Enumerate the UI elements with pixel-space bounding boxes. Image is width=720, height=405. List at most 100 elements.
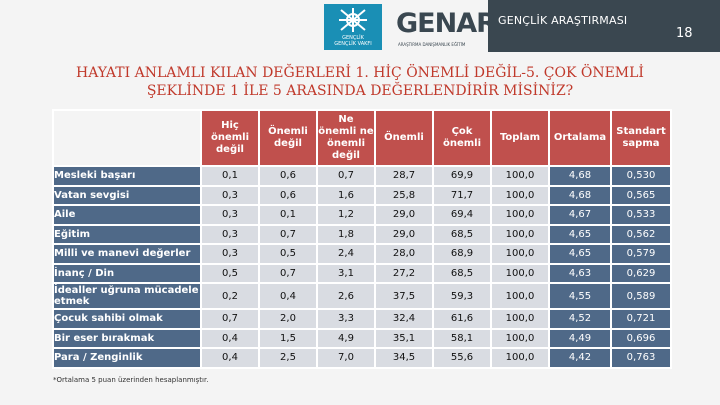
table-cell: 68,5 <box>432 223 492 245</box>
row-label: Milli ve manevi değerler <box>52 243 202 265</box>
table-cell: 0,2 <box>200 282 260 310</box>
table-row: Eğitim 0,3 0,7 1,8 29,0 68,5 100,0 4,65 0,562 <box>52 223 672 245</box>
table-cell: 100,0 <box>490 165 550 187</box>
table-cell: 4,65 <box>548 223 612 245</box>
table-cell: 27,2 <box>374 262 434 284</box>
table-cell: 4,9 <box>316 327 376 349</box>
col-header: Çok önemli <box>432 109 492 167</box>
table-cell: 4,68 <box>548 165 612 187</box>
table-cell: 4,42 <box>548 347 612 369</box>
table-cell: 2,4 <box>316 243 376 265</box>
table-cell: 34,5 <box>374 347 434 369</box>
table-row: İnanç / Din 0,5 0,7 3,1 27,2 68,5 100,0 4,63 0,6… <box>52 262 672 284</box>
table-cell: 28,0 <box>374 243 434 265</box>
table-cell: 0,721 <box>610 308 672 330</box>
table-cell: 68,9 <box>432 243 492 265</box>
table-cell: 0,589 <box>610 282 672 310</box>
table-cell: 0,5 <box>258 243 318 265</box>
col-header: Standart sapma <box>610 109 672 167</box>
table-cell: 0,1 <box>200 165 260 187</box>
table-cell: 0,4 <box>258 282 318 310</box>
table-cell: 4,55 <box>548 282 612 310</box>
genar-logo-tagline: ARAŞTIRMA DANIŞMANLIK EĞİTİM <box>398 42 466 47</box>
table-cell: 71,7 <box>432 184 492 206</box>
table-row: Mesleki başarı 0,1 0,6 0,7 28,7 69,9 100,0 4,68… <box>52 165 672 187</box>
table-cell: 0,5 <box>200 262 260 284</box>
table-row: Vatan sevgisi 0,3 0,6 1,6 25,8 71,7 100,0 4,68 0… <box>52 184 672 206</box>
table-row: Para / Zenginlik 0,4 2,5 7,0 34,5 55,6 100,0 4,… <box>52 347 672 369</box>
row-label: Eğitim <box>52 223 202 245</box>
table-row: Bir eser bırakmak 0,4 1,5 4,9 35,1 58,1 100,0 4… <box>52 327 672 349</box>
table-cell: 0,6 <box>258 165 318 187</box>
table-cell: 7,0 <box>316 347 376 369</box>
table-cell: 59,3 <box>432 282 492 310</box>
table-cell: 58,1 <box>432 327 492 349</box>
table-cell: 0,562 <box>610 223 672 245</box>
table-cell: 0,4 <box>200 327 260 349</box>
table-cell: 29,0 <box>374 223 434 245</box>
table-cell: 68,5 <box>432 262 492 284</box>
table-cell: 0,579 <box>610 243 672 265</box>
col-header: Önemli değil <box>258 109 318 167</box>
table-cell: 1,2 <box>316 204 376 226</box>
genar-logo-name: GENAR <box>396 8 497 39</box>
table-cell: 3,3 <box>316 308 376 330</box>
table-cell: 61,6 <box>432 308 492 330</box>
table-cell: 100,0 <box>490 223 550 245</box>
table-cell: 100,0 <box>490 327 550 349</box>
table-cell: 4,67 <box>548 204 612 226</box>
table-cell: 0,7 <box>258 223 318 245</box>
col-header: Hiç önemli değil <box>200 109 260 167</box>
table-cell: 0,3 <box>200 223 260 245</box>
table-cell: 28,7 <box>374 165 434 187</box>
page-number: 18 <box>676 26 693 41</box>
table-row: Çocuk sahibi olmak 0,7 2,0 3,3 32,4 61,6 100,0… <box>52 308 672 330</box>
row-label: İdealler uğruna mücadele etmek <box>52 282 202 310</box>
table-cell: 100,0 <box>490 308 550 330</box>
table-cell: 100,0 <box>490 243 550 265</box>
table-cell: 100,0 <box>490 282 550 310</box>
table-cell: 32,4 <box>374 308 434 330</box>
col-header: Toplam <box>490 109 550 167</box>
table-cell: 2,0 <box>258 308 318 330</box>
row-label: Bir eser bırakmak <box>52 327 202 349</box>
row-label: Çocuk sahibi olmak <box>52 308 202 330</box>
table-cell: 35,1 <box>374 327 434 349</box>
table-cell: 0,4 <box>200 347 260 369</box>
table-cell: 0,565 <box>610 184 672 206</box>
table-cell: 1,5 <box>258 327 318 349</box>
table-cell: 0,3 <box>200 184 260 206</box>
table-cell: 2,6 <box>316 282 376 310</box>
header-blank <box>52 109 202 167</box>
row-label: Para / Zenginlik <box>52 347 202 369</box>
logo-line2: GENÇLİK VAKFI <box>334 41 372 47</box>
section-title: GENÇLİK ARAŞTIRMASI <box>498 14 628 27</box>
table-cell: 100,0 <box>490 204 550 226</box>
table-cell: 69,4 <box>432 204 492 226</box>
table-cell: 0,7 <box>258 262 318 284</box>
header-bar <box>488 0 720 52</box>
genar-logo: GENAR ARAŞTIRMA DANIŞMANLIK EĞİTİM <box>394 8 497 50</box>
page-title-line1: HAYATI ANLAMLI KILAN DEĞERLERİ 1. HİÇ ÖN… <box>76 65 644 81</box>
table-cell: 4,68 <box>548 184 612 206</box>
table-cell: 55,6 <box>432 347 492 369</box>
col-header: Ne önemli ne önemli değil <box>316 109 376 167</box>
table-cell: 29,0 <box>374 204 434 226</box>
table-cell: 0,3 <box>200 243 260 265</box>
page-title: HAYATI ANLAMLI KILAN DEĞERLERİ 1. HİÇ ÖN… <box>0 64 720 100</box>
table-cell: 0,533 <box>610 204 672 226</box>
genclik-vakfi-logo: GENÇLİK GENÇLİK VAKFI <box>324 4 382 50</box>
table-cell: 69,9 <box>432 165 492 187</box>
table-cell: 0,763 <box>610 347 672 369</box>
table-cell: 0,629 <box>610 262 672 284</box>
table-cell: 0,7 <box>316 165 376 187</box>
row-label: İnanç / Din <box>52 262 202 284</box>
footnote: *Ortalama 5 puan üzerinden hesaplanmıştı… <box>53 376 209 384</box>
table-row: Aile 0,3 0,1 1,2 29,0 69,4 100,0 4,67 0,533 <box>52 204 672 226</box>
table-cell: 100,0 <box>490 347 550 369</box>
table-cell: 1,6 <box>316 184 376 206</box>
table-row: İdealler uğruna mücadele etmek 0,2 0,4 2,6 3… <box>52 282 672 310</box>
table-cell: 3,1 <box>316 262 376 284</box>
col-header: Ortalama <box>548 109 612 167</box>
row-label: Vatan sevgisi <box>52 184 202 206</box>
